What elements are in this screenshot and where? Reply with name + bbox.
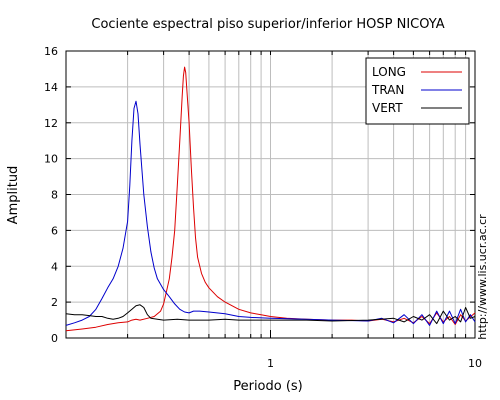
y-tick-label: 14	[44, 81, 58, 94]
series-line-tran	[65, 100, 476, 326]
y-tick-label: 10	[44, 153, 58, 166]
series-lines	[65, 66, 476, 332]
y-axis-label: Amplitud	[6, 166, 21, 225]
legend-label-vert: VERT	[372, 101, 403, 115]
source-url: http://www.lis.ucr.ac.cr	[476, 214, 489, 340]
legend-label-tran: TRAN	[371, 83, 404, 97]
x-axis-label: Periodo (s)	[233, 379, 303, 394]
axis-ticks: 0 2 4 6 8 10 12 14 16 1 10	[44, 45, 482, 370]
x-tick-label: 1	[267, 357, 274, 370]
chart-title: Cociente espectral piso superior/inferio…	[91, 17, 444, 32]
series-line-vert	[65, 304, 476, 325]
legend: LONG TRAN VERT	[365, 57, 470, 125]
legend-box	[365, 57, 470, 125]
y-tick-label: 6	[51, 224, 58, 237]
y-tick-label: 0	[51, 332, 58, 345]
y-tick-label: 16	[44, 45, 58, 58]
y-tick-label: 2	[51, 296, 58, 309]
legend-label-long: LONG	[372, 65, 406, 79]
x-tick-label: 10	[468, 357, 482, 370]
y-tick-label: 12	[44, 117, 58, 130]
y-tick-label: 4	[51, 260, 58, 273]
y-tick-label: 8	[51, 189, 58, 202]
